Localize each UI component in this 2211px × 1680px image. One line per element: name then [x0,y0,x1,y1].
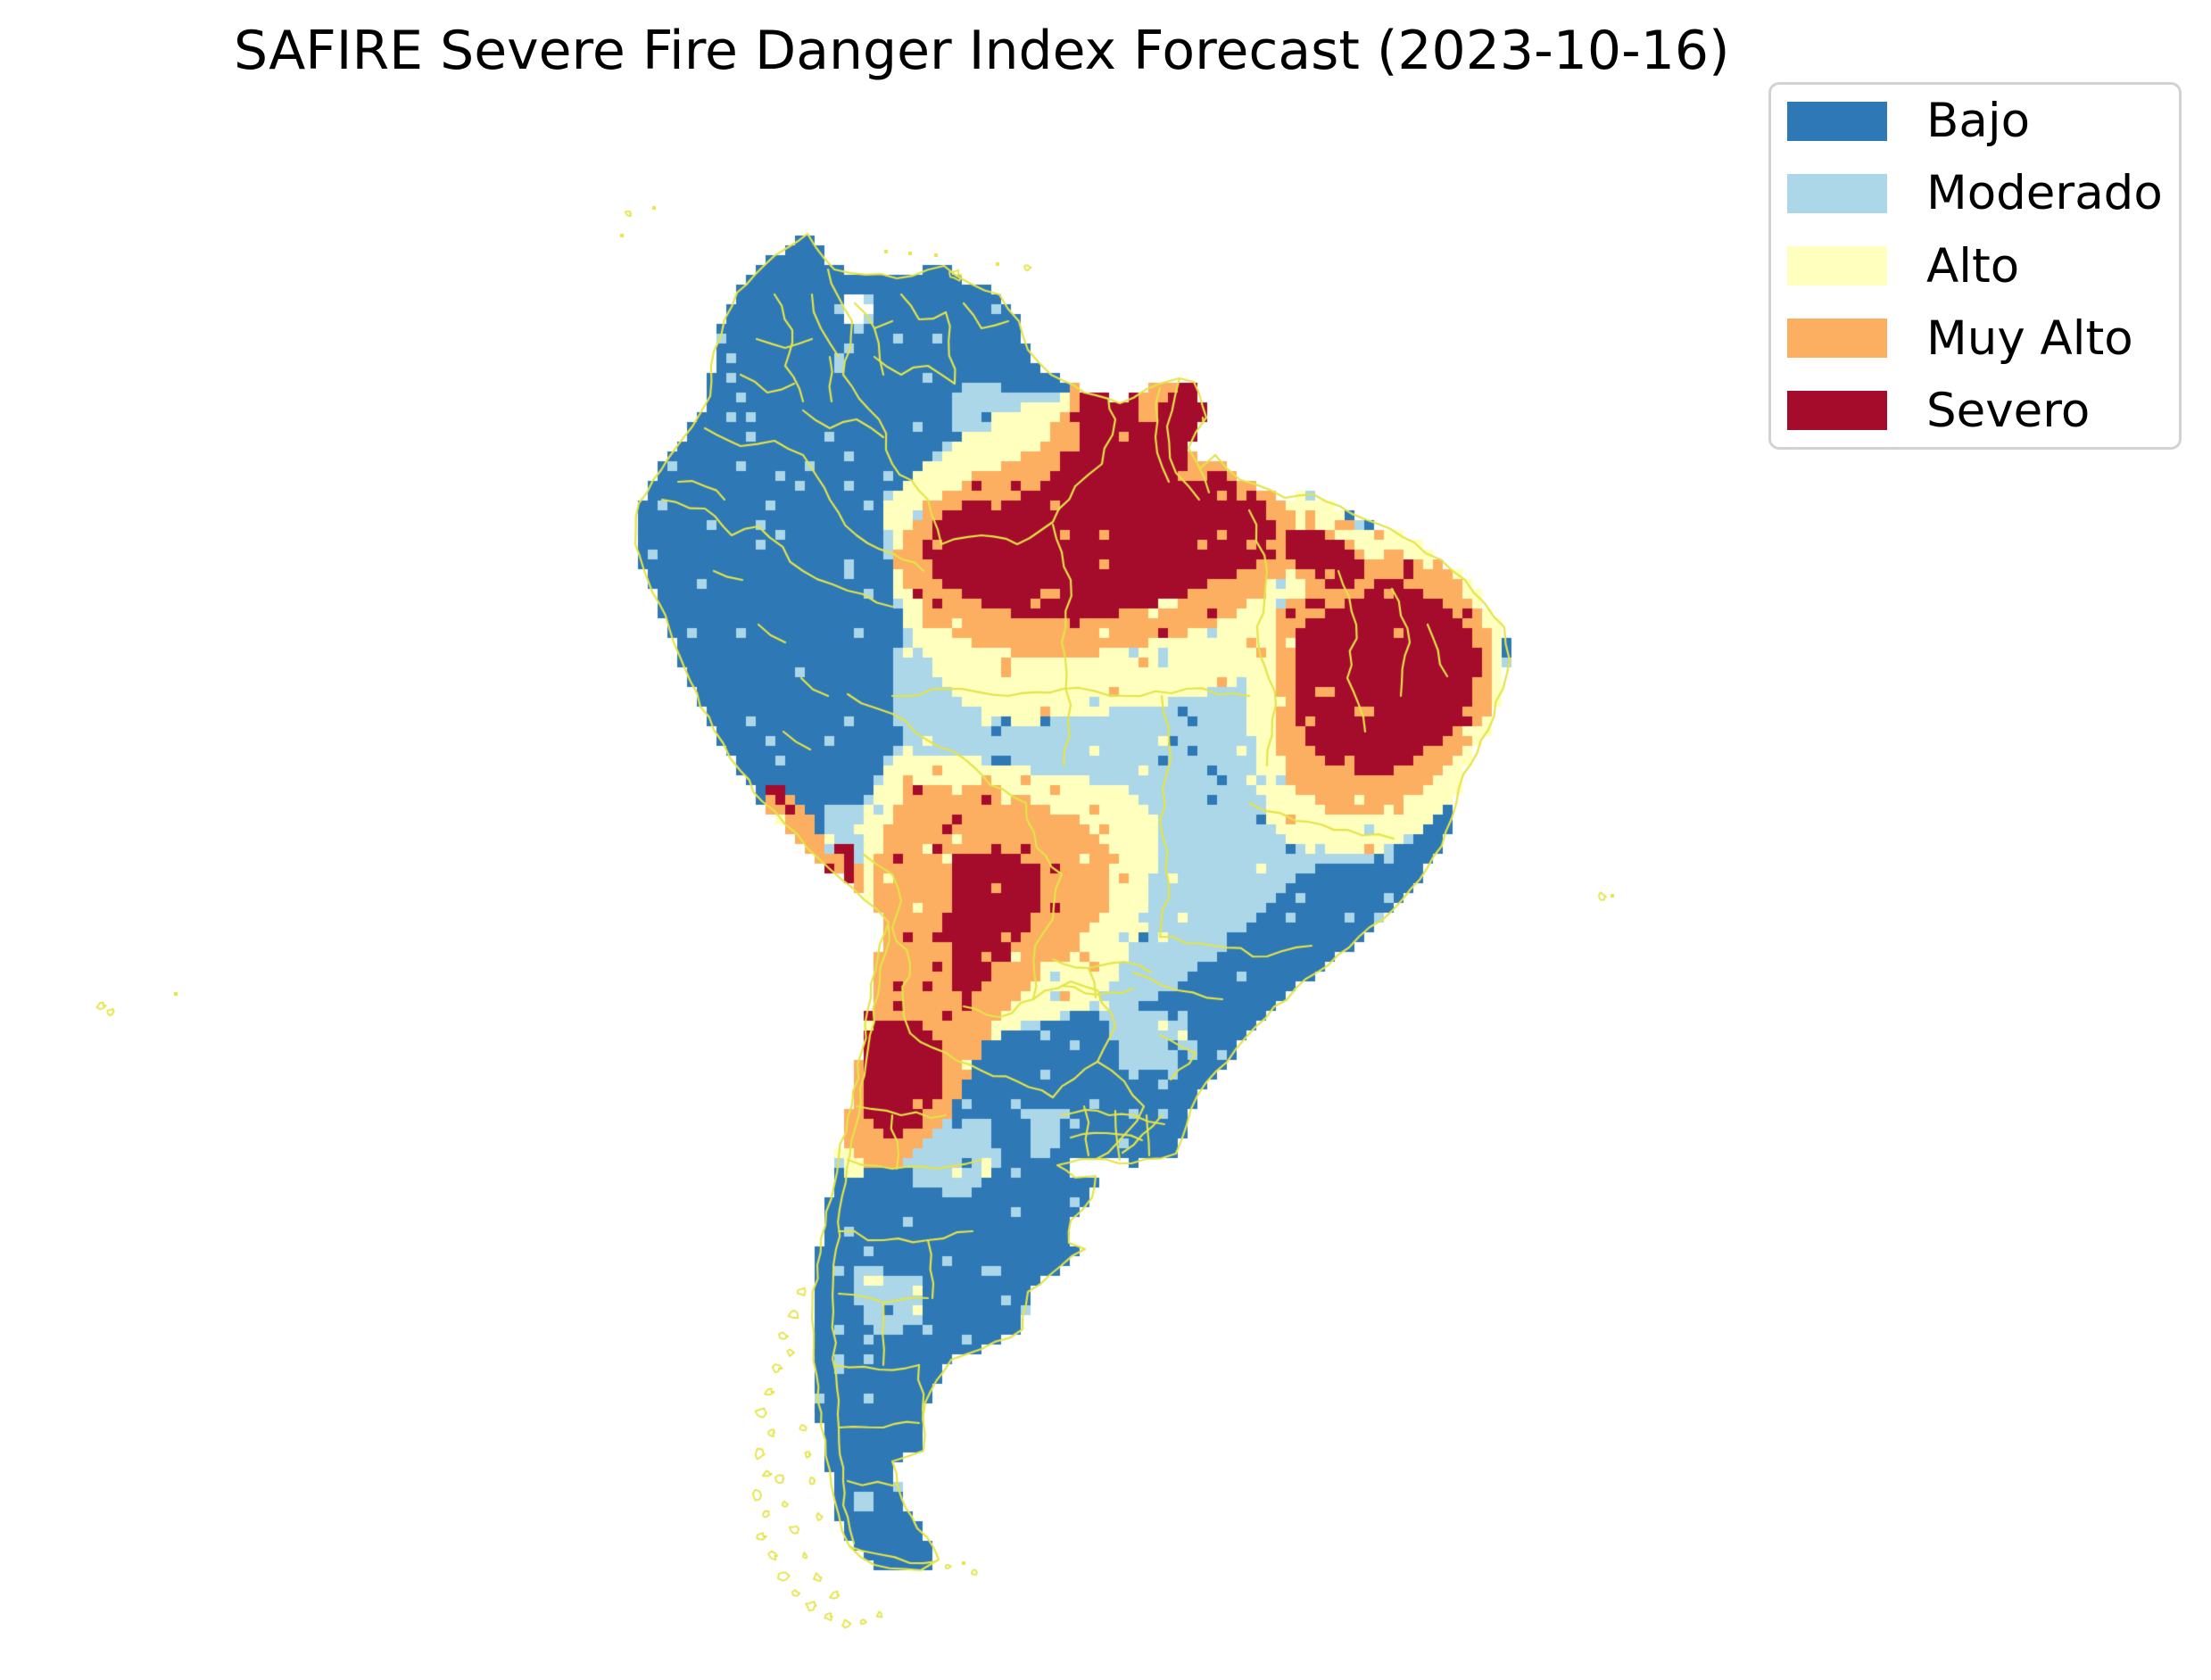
legend-swatch-bajo [1787,101,1887,141]
legend-label-alto: Alto [1926,238,2020,294]
legend-swatch-alto [1787,246,1887,286]
legend: Bajo Moderado Alto Muy Alto Severo [1768,82,2182,450]
figure-title: SAFIRE Severe Fire Danger Index Forecast… [234,20,1730,82]
legend-label-moderado: Moderado [1926,166,2163,221]
legend-item-bajo: Bajo [1771,85,2179,157]
legend-label-severo: Severo [1926,383,2091,438]
legend-item-moderado: Moderado [1771,157,2179,229]
legend-swatch-muy-alto [1787,319,1887,359]
legend-swatch-severo [1787,391,1887,431]
legend-label-muy-alto: Muy Alto [1926,310,2133,366]
legend-item-alto: Alto [1771,229,2179,302]
legend-label-bajo: Bajo [1926,94,2030,149]
legend-item-muy-alto: Muy Alto [1771,302,2179,375]
legend-swatch-moderado [1787,173,1887,213]
legend-item-severo: Severo [1771,375,2179,447]
